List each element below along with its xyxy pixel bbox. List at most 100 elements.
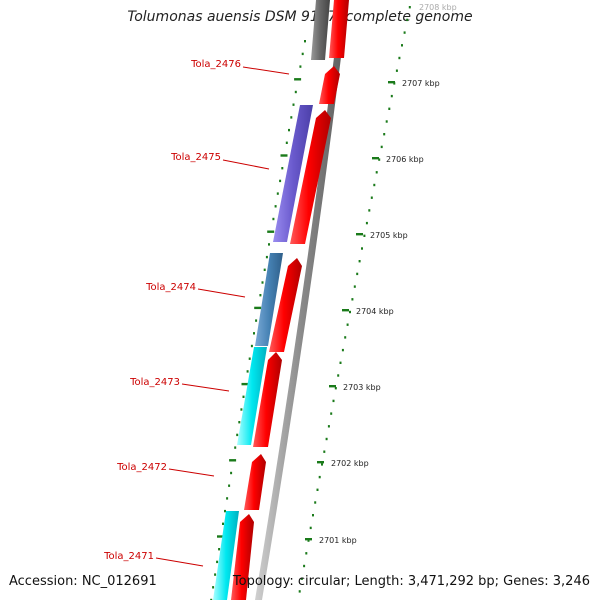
tick-mark bbox=[305, 552, 308, 555]
tick-mark bbox=[408, 6, 411, 9]
inner-tick-mark bbox=[281, 167, 284, 170]
inner-tick-mark bbox=[263, 268, 266, 271]
cds-arrow bbox=[269, 258, 302, 352]
inner-tick-mark bbox=[214, 573, 217, 576]
position-label-2702: 2702 kbp bbox=[331, 459, 369, 468]
tick-mark bbox=[380, 145, 383, 149]
tick-mark bbox=[300, 577, 303, 580]
inner-tick-mark bbox=[216, 560, 219, 564]
position-ticks bbox=[210, 6, 411, 600]
inner-tick-mark bbox=[226, 497, 229, 500]
tick-mark bbox=[327, 425, 330, 428]
gene-steelblue-tola-2474 bbox=[255, 253, 283, 346]
position-label-2703: 2703 kbp bbox=[343, 383, 381, 392]
cds-arrow bbox=[290, 110, 331, 244]
position-label-2706: 2706 kbp bbox=[386, 155, 424, 164]
inner-tick-mark bbox=[272, 217, 275, 221]
inner-tick-mark bbox=[265, 255, 268, 259]
tick-mark bbox=[307, 539, 310, 542]
inner-tick-mark bbox=[255, 319, 258, 322]
gene-cyan-tola-2471 bbox=[213, 511, 239, 600]
tick-mark bbox=[356, 272, 359, 276]
inner-tick-mark bbox=[299, 65, 302, 68]
tick-mark bbox=[344, 336, 347, 339]
cds-arrow bbox=[329, 0, 349, 58]
tick-mark bbox=[370, 196, 373, 199]
position-label-2701: 2701 kbp bbox=[319, 536, 357, 545]
tick-mark bbox=[395, 69, 398, 72]
cds-arrow bbox=[231, 514, 254, 600]
position-label-2708: 2708 kbp bbox=[419, 3, 457, 12]
gene-cyan-tola-2473 bbox=[237, 347, 267, 445]
tick-mark bbox=[373, 183, 376, 187]
inner-tick-mark bbox=[285, 141, 288, 144]
map-title: Tolumonas auensis DSM 9187, complete gen… bbox=[127, 9, 473, 25]
inner-tick-mark bbox=[250, 344, 253, 348]
inner-tick-mark bbox=[218, 548, 221, 551]
gene-label-tola-2471: Tola_2471 bbox=[103, 551, 154, 562]
cds-features bbox=[231, 0, 349, 600]
inner-tick-mark bbox=[294, 90, 297, 94]
inner-tick-mark bbox=[236, 433, 239, 437]
inner-tick-mark bbox=[222, 522, 224, 525]
tick-mark bbox=[312, 514, 314, 517]
tick-mark bbox=[383, 133, 386, 136]
gene-purple-tola-2475 bbox=[273, 105, 313, 242]
tick-mark bbox=[353, 285, 356, 288]
inner-tick-mark bbox=[224, 509, 226, 513]
tick-mark bbox=[314, 501, 317, 504]
inner-tick-mark bbox=[248, 357, 251, 360]
gene-grey-top bbox=[311, 0, 330, 60]
inner-tick-mark bbox=[279, 179, 282, 183]
major-tick bbox=[305, 538, 312, 541]
tick-mark bbox=[358, 260, 361, 263]
inner-tick-mark bbox=[288, 128, 290, 132]
inner-tick-mark bbox=[242, 395, 245, 398]
position-labels: 2708 kbp 2707 kbp 2706 kbp 2705 kbp 2704… bbox=[319, 3, 457, 545]
tick-mark bbox=[378, 158, 381, 161]
tick-mark bbox=[361, 247, 363, 250]
inner-tick-mark bbox=[238, 421, 241, 424]
inner-tick-mark bbox=[268, 243, 270, 246]
inner-tick-mark bbox=[290, 116, 293, 119]
accession-text: Accession: NC_012691 bbox=[9, 574, 157, 589]
tick-mark bbox=[365, 221, 368, 225]
inner-tick-mark bbox=[253, 332, 255, 335]
major-tick bbox=[342, 309, 349, 312]
inner-tick-mark bbox=[261, 281, 264, 284]
tick-mark bbox=[346, 323, 349, 326]
tick-mark bbox=[388, 107, 391, 110]
gene-label-tola-2473: Tola_2473 bbox=[129, 377, 180, 388]
inner-tick-mark bbox=[301, 52, 304, 56]
inner-tick-mark bbox=[276, 192, 279, 195]
tick-mark bbox=[334, 387, 337, 390]
inner-tick-mark bbox=[274, 205, 277, 208]
tick-mark bbox=[401, 44, 403, 47]
inner-tick-mark bbox=[280, 154, 288, 157]
cds-arrow bbox=[253, 352, 282, 447]
tick-mark bbox=[398, 56, 401, 60]
tick-mark bbox=[368, 209, 371, 212]
tick-mark bbox=[385, 120, 388, 123]
gene-label-tola-2476: Tola_2476 bbox=[190, 59, 241, 70]
tick-mark bbox=[349, 310, 351, 314]
major-tick bbox=[388, 81, 395, 84]
tick-mark bbox=[351, 298, 354, 301]
tick-mark bbox=[298, 590, 301, 593]
tick-mark bbox=[323, 450, 326, 453]
inner-tick-mark bbox=[229, 459, 237, 462]
inner-tick-mark bbox=[304, 40, 306, 43]
position-label-2704: 2704 kbp bbox=[356, 307, 394, 316]
position-label-2707: 2707 kbp bbox=[402, 79, 440, 88]
tick-mark bbox=[403, 31, 406, 34]
tick-mark bbox=[332, 399, 335, 403]
inner-tick-mark bbox=[212, 586, 215, 589]
tick-mark bbox=[390, 94, 393, 98]
genome-backbone bbox=[255, 0, 348, 600]
inner-tick-mark bbox=[234, 446, 237, 449]
gene-label-tola-2475: Tola_2475 bbox=[170, 152, 221, 163]
gene-label-tola-2474: Tola_2474 bbox=[145, 282, 196, 293]
inner-tick-mark bbox=[254, 306, 262, 310]
